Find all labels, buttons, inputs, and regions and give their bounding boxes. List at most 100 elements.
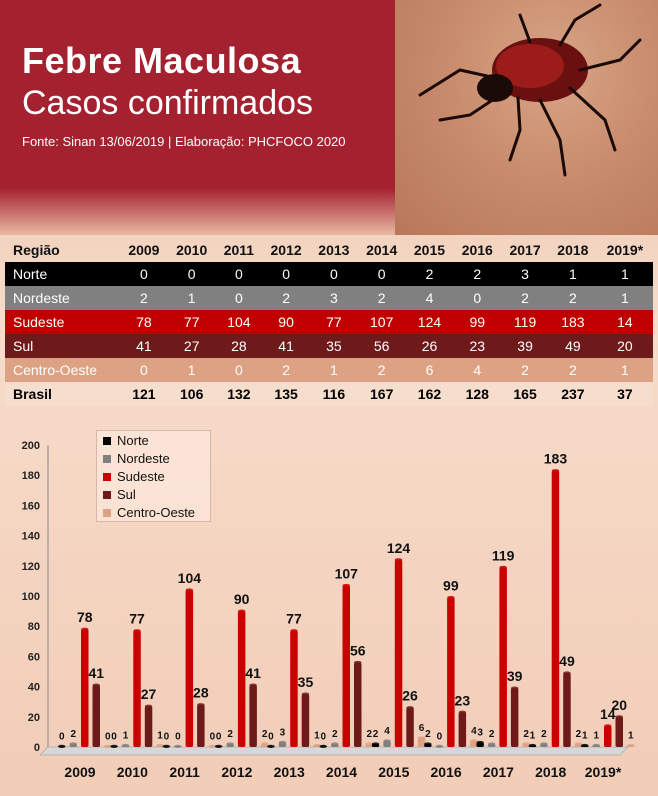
table-header-year: 2016 [461,242,493,258]
data-label: 56 [350,642,366,658]
data-label: 2 [373,729,379,740]
data-label: 2 [366,729,372,740]
x-tick-label: 2018 [535,764,566,780]
table-cell: 0 [282,266,290,282]
data-label: 41 [245,665,261,681]
bar-top [81,627,89,631]
table-cell: 0 [234,290,243,306]
table-cell: 183 [561,314,585,330]
table-cell: 28 [231,338,247,354]
bar [604,725,612,747]
bar-top [260,742,269,746]
table-header-year: 2018 [557,242,589,258]
y-tick-label: 100 [22,591,40,603]
data-label: 104 [178,570,202,586]
bar-top [69,742,77,746]
table-cell: 119 [513,314,537,330]
legend-item: Centro-Oeste [103,505,195,520]
table-cell: 99 [469,314,486,330]
table-cell: 0 [140,362,148,378]
bar [551,470,560,747]
table-cell: 1 [187,362,196,378]
data-label: 78 [77,609,93,625]
bar-top [267,744,275,748]
bar [342,585,350,747]
bar-top [551,469,560,473]
x-tick-label: 2015 [378,764,409,780]
table-cell: 0 [329,266,338,282]
table-header-year: 2011 [223,242,255,258]
data-label: 0 [216,731,222,742]
bar-top [394,558,403,562]
table-cell: 2 [377,362,386,378]
bar-top [615,715,623,719]
bar [133,630,141,747]
data-label: 0 [175,731,181,742]
bar [417,737,426,747]
data-label: 1 [582,730,588,741]
bar-top [162,744,171,748]
bar-top [365,742,373,746]
bar-top [331,742,339,746]
bar-top [592,743,600,748]
data-label: 49 [559,653,575,669]
data-label: 0 [164,731,170,742]
data-label: 23 [455,692,471,708]
table-header-year: 2014 [366,242,398,258]
table-cell: 124 [417,314,442,330]
data-label: 27 [141,686,157,702]
data-label: 14 [600,706,616,722]
bar-top [278,740,287,745]
table-cell: 4 [425,290,434,306]
x-tick-label: 2016 [431,764,462,780]
table-cell: 2 [521,362,529,378]
y-tick-label: 140 [22,531,40,543]
data-label: 2 [489,729,495,740]
data-label: 6 [419,723,425,734]
cases-table: Região 2009 2010 2011 2012 2013 2014 201… [5,238,653,406]
table-cell: 0 [187,266,196,282]
table-cell: 2 [568,362,577,378]
table-cell: 165 [513,386,537,402]
y-tick-label: 120 [22,561,40,573]
bar-top [435,744,444,748]
data-label: 2 [332,729,338,740]
table-cell: 77 [326,314,342,330]
bar-top [104,744,112,748]
data-label: 107 [335,565,359,581]
data-label: 183 [544,451,568,467]
table-cell: 2 [425,266,434,282]
table-cell: 41 [278,338,294,354]
y-tick-label: 20 [28,712,40,724]
legend-label: Sul [117,487,136,502]
table-header-year: 2013 [318,242,350,258]
data-label: 1 [314,730,320,741]
table-cell: 0 [473,290,482,306]
table-cell: 0 [377,266,386,282]
table-cell: 128 [465,386,489,402]
y-tick-label: 40 [28,682,40,694]
data-label: 0 [111,731,117,742]
bar-top [144,704,153,708]
bar-top [574,742,583,746]
legend-item: Nordeste [103,451,170,466]
table-header-row: Região 2009 2010 2011 2012 2013 2014 201… [5,238,653,262]
y-tick-label: 200 [22,440,40,452]
legend-swatch [103,490,111,499]
table-cell: 1 [620,362,629,378]
x-tick-label: 2017 [483,764,514,780]
bar-top [383,739,391,743]
data-label: 77 [129,611,145,627]
table-cell: 3 [521,266,529,282]
bar-top [319,744,327,748]
y-tick-label: 180 [22,470,40,482]
table-cell: 90 [278,314,294,330]
bar-top [540,742,548,746]
legend-item: Sul [103,487,136,502]
table-cell: 237 [561,386,585,402]
bar-top [563,671,571,675]
bar-top [214,744,223,748]
table-cell: 106 [180,386,204,402]
data-label: 0 [105,731,111,742]
